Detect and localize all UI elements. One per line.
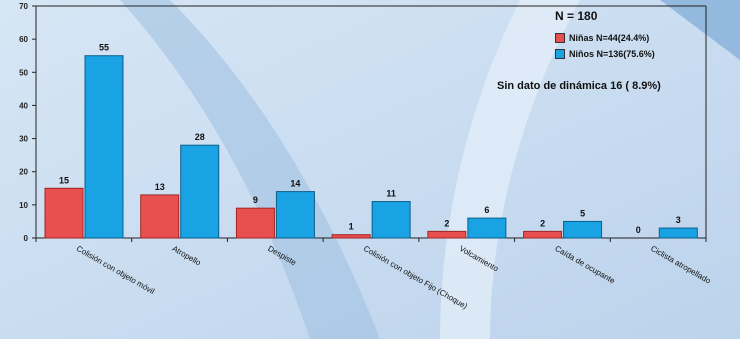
y-tick-label: 60 xyxy=(19,35,28,44)
chart-bars xyxy=(44,55,698,239)
y-tick-label: 20 xyxy=(19,168,28,177)
x-category-label: Ciclista atropellado xyxy=(649,244,713,286)
data-label-girls: 2 xyxy=(540,218,545,228)
data-label-girls: 15 xyxy=(59,175,69,185)
bar-girls xyxy=(427,230,467,239)
x-category-label: Colisión con objeto Fijo (Choque) xyxy=(362,244,469,311)
bar-boys xyxy=(275,191,315,239)
y-tick-label: 50 xyxy=(19,68,28,77)
y-tick-label: 30 xyxy=(19,135,28,144)
bar-girls xyxy=(331,234,371,239)
x-category-label: Volcamiento xyxy=(458,244,501,274)
missing-data-note: Sin dato de dinámica 16 ( 8.9%) xyxy=(497,80,661,92)
bar-girls xyxy=(523,230,563,239)
legend-label-boys: Niños N=136(75.6%) xyxy=(569,49,655,59)
legend-item-boys: Niños N=136(75.6%) xyxy=(555,49,730,59)
bar-girls xyxy=(44,187,84,239)
chart-legend: N = 180 Niñas N=44(24.4%) Niños N=136(75… xyxy=(555,9,730,65)
data-label-boys: 55 xyxy=(99,43,109,53)
bar-boys xyxy=(658,227,698,239)
x-category-label: Colisión con objeto móvil xyxy=(75,244,156,296)
legend-swatch-girls xyxy=(555,33,565,43)
y-tick-label: 40 xyxy=(19,101,28,110)
data-label-girls: 9 xyxy=(253,195,258,205)
data-label-boys: 5 xyxy=(580,208,585,218)
data-label-boys: 3 xyxy=(676,215,681,225)
x-category-label: Despiste xyxy=(266,244,298,268)
data-label-girls: 13 xyxy=(155,182,165,192)
x-category-label: Atropello xyxy=(171,244,203,268)
bar-boys xyxy=(467,217,507,239)
legend-item-girls: Niñas N=44(24.4%) xyxy=(555,33,730,43)
bar-girls xyxy=(235,207,275,239)
data-label-girls: 2 xyxy=(444,218,449,228)
data-label-girls: 0 xyxy=(636,225,641,235)
data-label-boys: 11 xyxy=(386,189,396,199)
bar-boys xyxy=(84,55,124,239)
y-tick-label: 70 xyxy=(19,2,28,11)
bar-boys xyxy=(563,220,603,239)
bar-boys xyxy=(180,144,220,239)
data-label-boys: 14 xyxy=(290,179,300,189)
x-category-label: Caída de ocupante xyxy=(553,244,617,286)
data-label-girls: 1 xyxy=(349,222,354,232)
data-label-boys: 6 xyxy=(484,205,489,215)
data-label-boys: 28 xyxy=(195,132,205,142)
legend-total: N = 180 xyxy=(555,9,598,23)
bar-girls xyxy=(140,194,180,239)
y-tick-label: 10 xyxy=(19,201,28,210)
legend-swatch-boys xyxy=(555,49,565,59)
bar-boys xyxy=(371,201,411,239)
y-tick-label: 0 xyxy=(24,234,29,243)
legend-label-girls: Niñas N=44(24.4%) xyxy=(569,33,650,43)
